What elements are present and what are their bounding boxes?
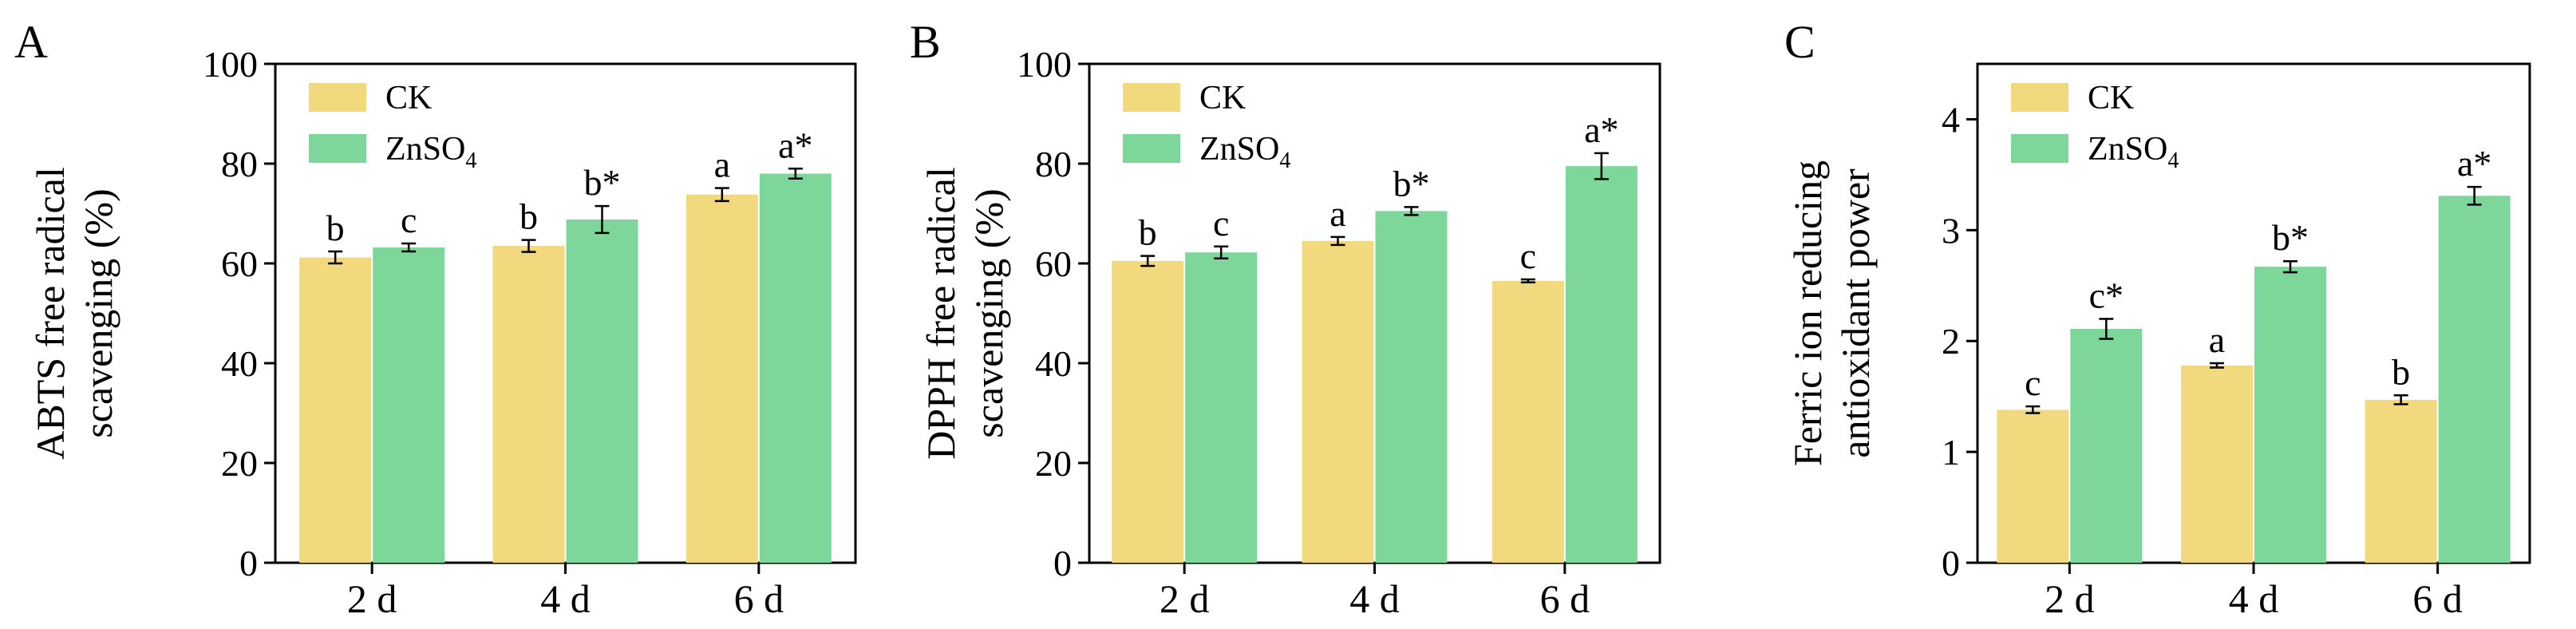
y-tick-label: 80 [1035, 144, 1072, 184]
bar-znso4 [759, 173, 832, 563]
y-tick-label: 0 [1053, 543, 1072, 584]
legend-swatch [309, 134, 366, 163]
panel-B: B DPPH free radical scavenging (%) 0 20 40 60 8… [910, 16, 1661, 621]
y-axis-label: ABTS free radical [28, 167, 73, 460]
panel-C: C Ferric ion reducing antioxidant power 0 1 2… [1784, 16, 2531, 621]
legend-subscript: 4 [465, 148, 476, 173]
bar-znso4 [566, 220, 638, 563]
legend-label: CK [1199, 80, 1246, 117]
y-tick-label: 3 [1942, 210, 1960, 251]
y-axis-label: DPPH free radical [919, 167, 963, 460]
significance-label: b [326, 208, 345, 248]
legend-label: CK [2088, 80, 2134, 117]
y-tick-label: 0 [239, 543, 258, 584]
y-axis-label: scavenging (%) [76, 188, 121, 437]
x-tick-label: 2 d [1160, 576, 1210, 621]
significance-label: a [2209, 319, 2225, 360]
legend-swatch [1123, 83, 1180, 112]
y-tick-label: 4 [1942, 99, 1960, 140]
y-axis-label: Ferric ion reducing [1785, 160, 1830, 466]
significance-label: b [520, 196, 538, 237]
y-axis-label: scavenging (%) [966, 188, 1011, 437]
legend-swatch [1123, 134, 1180, 163]
legend-swatch [2011, 83, 2068, 112]
panel-letter: C [1784, 16, 1815, 68]
bar-ck [2365, 399, 2437, 563]
significance-label: a* [778, 125, 812, 165]
significance-label: b [1139, 212, 1157, 253]
panel-A: A ABTS free radical scavenging (%) 0 20 40 60 8… [14, 16, 857, 621]
significance-label: c [1520, 235, 1536, 276]
bar-znso4 [1375, 211, 1448, 563]
significance-label: c [1213, 203, 1229, 243]
bar-ck [1997, 409, 2069, 563]
x-tick-label: 6 d [1540, 576, 1590, 621]
significance-label: a [1329, 193, 1345, 234]
legend-label: ZnSO4 [2088, 131, 2179, 173]
bar-ck [1112, 260, 1184, 563]
legend-subscript: 4 [2167, 148, 2179, 173]
significance-label: a* [2457, 143, 2491, 184]
bar-znso4 [2070, 328, 2143, 563]
y-tick-label: 100 [203, 44, 258, 85]
x-tick-label: 4 d [2229, 576, 2279, 621]
legend-label: ZnSO4 [1199, 131, 1290, 173]
legend-label: CK [385, 80, 432, 117]
y-tick-label: 2 [1942, 321, 1960, 362]
bar-znso4 [2254, 267, 2326, 563]
significance-label: b* [2272, 217, 2309, 258]
x-tick-label: 4 d [1349, 576, 1400, 621]
y-tick-label: 20 [1035, 443, 1072, 484]
panel-letter: B [910, 16, 941, 68]
y-axis-label: antioxidant power [1833, 168, 1878, 458]
bar-znso4 [2438, 196, 2511, 563]
significance-label: b* [1393, 163, 1430, 204]
y-tick-label: 40 [221, 343, 258, 384]
x-tick-label: 2 d [347, 576, 397, 621]
bar-ck [492, 246, 565, 563]
significance-label: b [2392, 351, 2410, 392]
panel-letter: A [14, 16, 48, 68]
significance-label: c [2025, 362, 2041, 403]
bar-ck [1302, 240, 1374, 563]
bar-ck [2181, 365, 2253, 563]
bar-znso4 [1565, 166, 1638, 563]
y-tick-label: 1 [1942, 432, 1960, 473]
x-tick-label: 2 d [2045, 576, 2095, 621]
y-tick-label: 100 [1017, 44, 1072, 85]
y-tick-label: 40 [1035, 343, 1072, 384]
bar-ck [1491, 280, 1564, 563]
y-tick-label: 60 [221, 243, 258, 284]
y-tick-label: 20 [221, 443, 258, 484]
legend-subscript: 4 [1279, 148, 1290, 173]
bar-ck [299, 257, 372, 563]
significance-label: c* [2089, 275, 2124, 315]
bar-ck [685, 194, 758, 563]
y-tick-label: 80 [221, 144, 258, 184]
significance-label: a* [1584, 109, 1618, 150]
significance-label: b* [584, 162, 621, 203]
x-tick-label: 4 d [540, 576, 591, 621]
legend-label: ZnSO4 [385, 131, 476, 173]
y-tick-label: 0 [1942, 543, 1960, 584]
bar-znso4 [373, 247, 445, 563]
legend-swatch [309, 83, 366, 112]
bar-znso4 [1185, 252, 1258, 563]
x-tick-label: 6 d [2412, 576, 2463, 621]
legend-swatch [2011, 134, 2068, 163]
x-tick-label: 6 d [734, 576, 784, 621]
y-tick-label: 60 [1035, 243, 1072, 284]
significance-label: a [714, 144, 730, 185]
significance-label: c [401, 200, 417, 240]
